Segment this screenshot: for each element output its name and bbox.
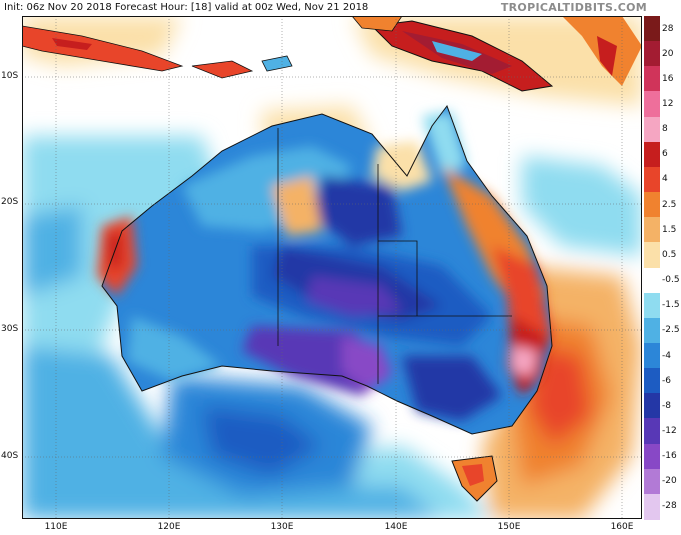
lon-label-150e: 150E xyxy=(497,522,521,532)
color-swatch xyxy=(644,393,660,420)
color-swatch xyxy=(644,267,660,294)
color-swatch xyxy=(644,292,660,319)
color-scale-label: -8 xyxy=(662,400,671,411)
indonesian-islands xyxy=(22,16,642,86)
lon-label-160e: 160E xyxy=(610,522,634,532)
color-swatch xyxy=(644,66,660,93)
color-scale-label: -28 xyxy=(662,501,677,512)
color-swatch xyxy=(644,418,660,445)
color-scale-bar xyxy=(644,16,660,520)
longitude-labels: 110E 120E 130E 140E 150E 160E xyxy=(22,519,642,535)
color-scale-label: -4 xyxy=(662,350,671,361)
lat-label-30s: 30S xyxy=(1,324,19,334)
color-scale-label: 0.5 xyxy=(662,249,677,260)
color-scale-labels: 28 20 16 12 8 6 4 2.5 1.5 0.5 -0.5 -1.5 -2.5 -4 -6 -8 -1… xyxy=(660,16,681,519)
color-scale-label: 2.5 xyxy=(662,199,677,210)
color-swatch xyxy=(644,443,660,470)
color-scale-label: 8 xyxy=(662,124,668,135)
new-guinea xyxy=(370,20,554,92)
color-scale-label: -2.5 xyxy=(662,325,680,336)
color-scale-label: 4 xyxy=(662,174,668,185)
color-swatch xyxy=(644,192,660,219)
color-swatch xyxy=(644,141,660,168)
color-scale-label: -16 xyxy=(662,451,677,462)
header-bar: Init: 06z Nov 20 2018 Forecast Hour: [18… xyxy=(0,0,681,16)
color-scale-label: -6 xyxy=(662,375,671,386)
color-scale-label: -1.5 xyxy=(662,300,680,311)
tasmania xyxy=(451,455,498,502)
color-scale-label: -20 xyxy=(662,476,677,487)
color-swatch xyxy=(644,493,660,520)
map-frame xyxy=(22,16,642,519)
graticule xyxy=(22,16,642,519)
lat-label-10s: 10S xyxy=(1,71,19,81)
color-scale-label: 28 xyxy=(662,23,674,34)
color-scale-label: 6 xyxy=(662,149,668,160)
brand-watermark: TROPICALTIDBITS.COM xyxy=(500,1,647,14)
color-swatch xyxy=(644,342,660,369)
color-swatch xyxy=(644,166,660,193)
latitude-labels: 10S 20S 30S 40S xyxy=(0,16,22,519)
color-swatch xyxy=(644,116,660,143)
color-scale-label: 16 xyxy=(662,73,674,84)
lat-label-40s: 40S xyxy=(1,451,19,461)
color-swatch xyxy=(644,242,660,269)
map-canvas xyxy=(22,16,642,519)
australia-landmass xyxy=(97,104,553,435)
lon-label-110e: 110E xyxy=(44,522,68,532)
temperature-anomaly-map xyxy=(22,16,642,519)
color-swatch xyxy=(644,468,660,495)
lat-label-20s: 20S xyxy=(1,197,19,207)
color-swatch xyxy=(644,217,660,244)
forecast-title: Init: 06z Nov 20 2018 Forecast Hour: [18… xyxy=(4,2,369,13)
color-swatch xyxy=(644,91,660,118)
color-swatch xyxy=(644,317,660,344)
color-scale-label: -12 xyxy=(662,425,677,436)
color-swatch xyxy=(644,368,660,395)
lon-label-120e: 120E xyxy=(157,522,181,532)
color-scale-label: 12 xyxy=(662,99,674,110)
lon-label-140e: 140E xyxy=(384,522,408,532)
color-scale-label: -0.5 xyxy=(662,275,680,286)
color-scale-label: 1.5 xyxy=(662,224,677,235)
color-swatch xyxy=(644,41,660,68)
color-scale-label: 20 xyxy=(662,48,674,59)
color-swatch xyxy=(644,16,660,42)
lon-label-130e: 130E xyxy=(270,522,294,532)
